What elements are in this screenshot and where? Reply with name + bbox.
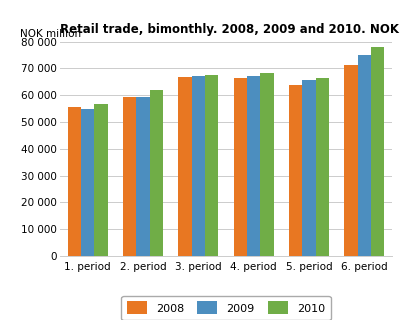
Text: Retail trade, bimonthly. 2008, 2009 and 2010. NOK million: Retail trade, bimonthly. 2008, 2009 and … xyxy=(60,23,400,36)
Bar xyxy=(302,80,316,256)
Bar xyxy=(68,107,81,256)
Bar xyxy=(205,75,218,256)
Bar xyxy=(371,47,384,256)
Bar xyxy=(136,97,150,256)
Bar xyxy=(289,85,302,256)
Bar xyxy=(260,73,274,256)
Text: NOK million: NOK million xyxy=(20,29,81,39)
Bar xyxy=(81,109,94,256)
Legend: 2008, 2009, 2010: 2008, 2009, 2010 xyxy=(122,296,330,320)
Bar xyxy=(192,76,205,256)
Bar xyxy=(123,97,136,256)
Bar xyxy=(94,104,108,256)
Bar xyxy=(344,65,358,256)
Bar xyxy=(247,76,260,256)
Bar xyxy=(316,78,329,256)
Bar xyxy=(178,77,192,256)
Bar xyxy=(234,78,247,256)
Bar xyxy=(358,55,371,256)
Bar xyxy=(150,90,163,256)
